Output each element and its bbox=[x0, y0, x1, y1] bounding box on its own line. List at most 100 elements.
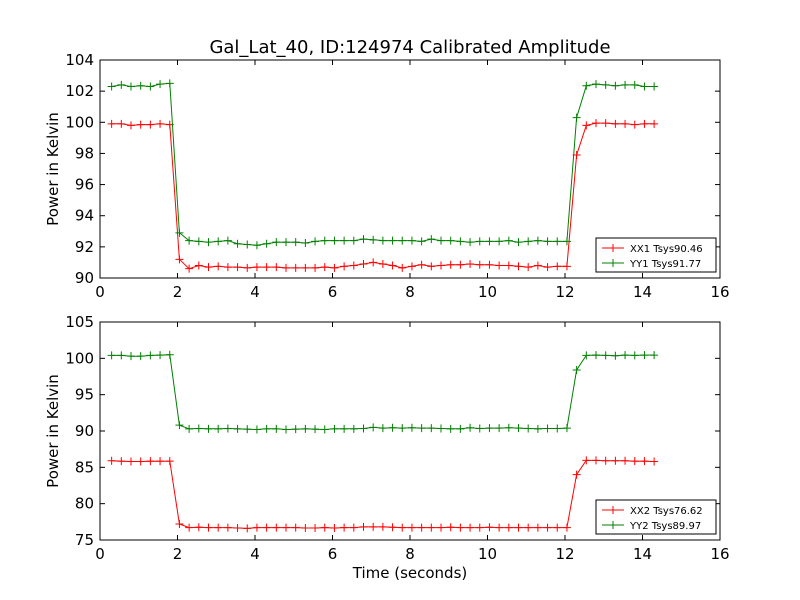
data-point bbox=[185, 236, 194, 245]
data-point bbox=[214, 262, 223, 271]
data-point bbox=[359, 424, 368, 433]
data-point bbox=[272, 238, 281, 247]
data-point bbox=[340, 523, 349, 532]
data-point bbox=[320, 236, 329, 245]
y-tick-label: 90 bbox=[75, 269, 94, 287]
data-point bbox=[466, 238, 475, 247]
data-point bbox=[640, 457, 649, 466]
data-point bbox=[252, 523, 261, 532]
data-point bbox=[127, 82, 135, 91]
data-point bbox=[630, 351, 639, 360]
data-point bbox=[127, 352, 135, 361]
data-point bbox=[427, 523, 436, 532]
data-point bbox=[562, 262, 571, 271]
data-point bbox=[630, 120, 639, 129]
data-point bbox=[262, 424, 271, 433]
x-tick-label: 0 bbox=[95, 283, 105, 301]
data-point bbox=[311, 237, 320, 246]
x-tick-label: 12 bbox=[555, 545, 574, 563]
data-point bbox=[194, 261, 203, 270]
y-tick-label: 95 bbox=[75, 386, 94, 404]
data-point bbox=[301, 424, 310, 433]
x-tick-label: 4 bbox=[250, 283, 260, 301]
y-tick-label: 100 bbox=[65, 113, 94, 131]
data-point bbox=[369, 258, 378, 267]
data-point bbox=[582, 81, 591, 90]
data-point bbox=[562, 523, 571, 532]
x-tick-label: 8 bbox=[405, 283, 415, 301]
data-point bbox=[504, 423, 513, 432]
data-point bbox=[175, 228, 184, 237]
data-point bbox=[601, 80, 610, 89]
data-point bbox=[165, 79, 174, 88]
x-tick-label: 0 bbox=[95, 545, 105, 563]
data-point bbox=[543, 523, 552, 532]
data-point bbox=[136, 352, 145, 361]
data-point bbox=[427, 424, 436, 433]
data-point bbox=[185, 264, 194, 273]
data-point bbox=[204, 263, 213, 272]
data-point bbox=[495, 523, 504, 532]
data-point bbox=[136, 457, 145, 466]
data-point bbox=[243, 524, 252, 533]
data-point bbox=[485, 260, 494, 269]
data-point bbox=[291, 425, 300, 434]
x-tick-label: 14 bbox=[633, 283, 652, 301]
data-point bbox=[282, 263, 290, 272]
top-axes: 0 2 4 6 8 10 12 14 16 90 92 94 96 98 100 102 104 Power in… bbox=[44, 51, 730, 301]
x-axis-label: Time (seconds) bbox=[352, 564, 468, 582]
data-point bbox=[214, 237, 223, 246]
data-point bbox=[475, 237, 484, 246]
data-point bbox=[359, 522, 368, 531]
data-point bbox=[214, 523, 223, 532]
data-point bbox=[446, 523, 455, 532]
data-point bbox=[252, 425, 261, 434]
data-point bbox=[640, 119, 649, 128]
data-point bbox=[407, 423, 416, 432]
data-point bbox=[611, 456, 620, 465]
data-point bbox=[650, 119, 659, 128]
data-point bbox=[156, 80, 165, 89]
data-point bbox=[359, 235, 368, 244]
data-point bbox=[282, 238, 290, 247]
data-point bbox=[533, 523, 542, 532]
legend-box bbox=[595, 237, 717, 273]
legend: XX2 Tsys76.62 YY2 Tsys89.97 bbox=[595, 499, 717, 535]
data-point bbox=[504, 236, 513, 245]
data-point bbox=[485, 237, 494, 246]
data-point bbox=[630, 80, 639, 89]
data-point bbox=[136, 120, 145, 129]
data-point bbox=[456, 260, 465, 269]
data-point bbox=[553, 424, 562, 433]
data-point bbox=[514, 262, 523, 271]
data-point bbox=[407, 236, 416, 245]
data-point bbox=[640, 351, 649, 360]
data-point bbox=[175, 520, 184, 529]
data-point bbox=[437, 523, 445, 532]
data-point bbox=[340, 262, 349, 271]
data-point bbox=[553, 523, 562, 532]
data-point bbox=[514, 238, 523, 247]
legend-swatch-marker bbox=[609, 244, 617, 252]
data-point bbox=[601, 119, 610, 128]
x-tick-label: 14 bbox=[633, 545, 652, 563]
data-point bbox=[437, 261, 445, 270]
data-point bbox=[417, 260, 426, 269]
legend-entry: XX2 Tsys76.62 bbox=[630, 506, 703, 517]
data-point bbox=[388, 261, 397, 270]
data-point bbox=[330, 524, 339, 533]
y-tick-label: 75 bbox=[75, 531, 94, 549]
data-point bbox=[156, 457, 165, 466]
y-tick-label: 100 bbox=[65, 349, 94, 367]
data-point bbox=[233, 424, 242, 433]
x-tick-label: 10 bbox=[478, 545, 497, 563]
data-point bbox=[156, 351, 165, 360]
data-point bbox=[466, 523, 475, 532]
data-point bbox=[533, 424, 542, 433]
data-point bbox=[427, 262, 436, 271]
legend-entry: YY2 Tsys89.97 bbox=[629, 521, 701, 532]
data-point bbox=[466, 259, 475, 268]
data-point bbox=[427, 235, 436, 244]
data-point bbox=[475, 260, 484, 269]
